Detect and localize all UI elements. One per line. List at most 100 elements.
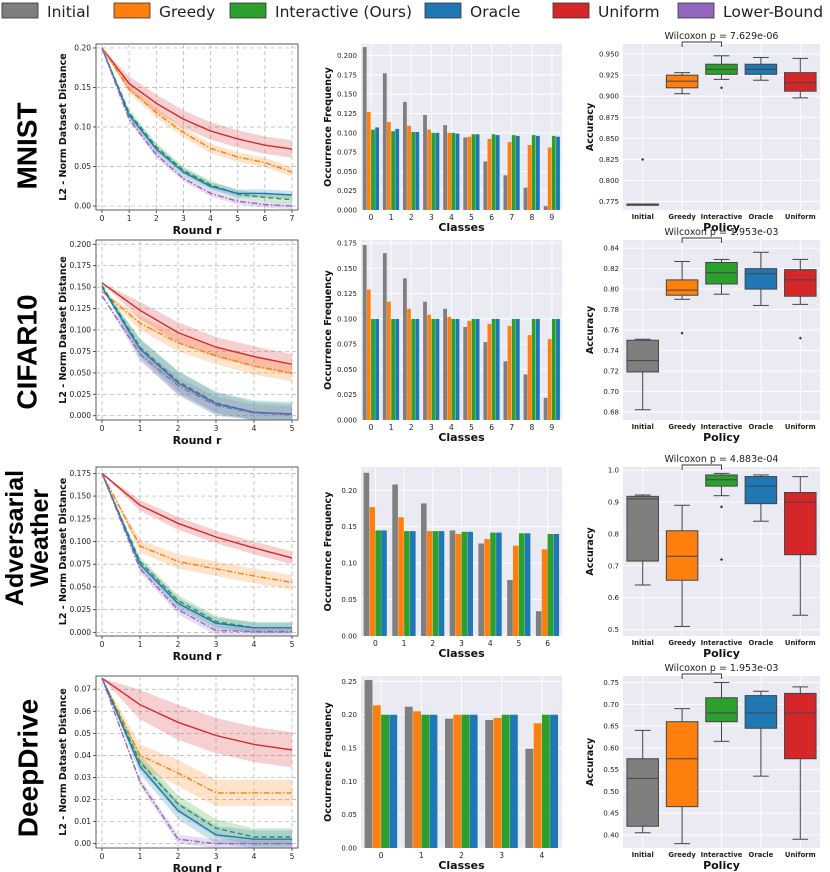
bar bbox=[483, 161, 488, 210]
plot-area bbox=[361, 467, 562, 636]
confidence-band bbox=[102, 678, 292, 846]
box-interactive: Interactive bbox=[701, 55, 743, 221]
y-axis-label: Occurrence Frequency bbox=[323, 701, 334, 821]
y-tick-label: 0.05 bbox=[74, 729, 91, 738]
legend-entry-greedy: Greedy bbox=[113, 2, 215, 21]
x-tick-label: Initial bbox=[632, 851, 654, 859]
bar bbox=[503, 361, 508, 420]
bar bbox=[449, 530, 456, 636]
series-line bbox=[101, 677, 292, 845]
confidence-band bbox=[102, 473, 292, 634]
plot-area bbox=[361, 240, 562, 420]
x-tick-label: 0 bbox=[373, 639, 378, 648]
bar bbox=[493, 718, 502, 848]
series-line bbox=[101, 677, 293, 751]
x-tick-label: Interactive bbox=[701, 639, 743, 647]
legend-label: Initial bbox=[47, 3, 90, 21]
bar bbox=[547, 339, 552, 420]
bar bbox=[491, 318, 496, 420]
bar bbox=[461, 714, 470, 848]
x-tick-label: 8 bbox=[529, 423, 534, 432]
box-initial: Initial bbox=[626, 338, 659, 431]
series-line bbox=[101, 286, 293, 415]
y-tick-label: 0.55 bbox=[603, 766, 619, 774]
bar bbox=[556, 318, 560, 420]
bar bbox=[447, 316, 452, 420]
y-tick-label: 0.70 bbox=[603, 701, 619, 709]
bar bbox=[491, 134, 496, 210]
x-tick-label: 3 bbox=[214, 852, 219, 861]
bar bbox=[490, 532, 496, 636]
bar bbox=[395, 128, 400, 210]
series-line bbox=[101, 285, 293, 415]
y-tick-label: 0.02 bbox=[74, 795, 91, 804]
bar bbox=[467, 320, 472, 420]
y-tick-label: 0.150 bbox=[337, 265, 357, 273]
bar bbox=[381, 530, 387, 636]
y-tick-label: 0.68 bbox=[603, 408, 619, 416]
box-body bbox=[705, 474, 738, 487]
x-tick-label: 0 bbox=[369, 213, 374, 222]
bar-series-initial bbox=[363, 472, 542, 636]
legend-label: Greedy bbox=[159, 3, 215, 21]
bar bbox=[415, 132, 420, 210]
y-tick-label: 0.70 bbox=[603, 388, 619, 396]
bar bbox=[398, 517, 404, 636]
box-initial: Initial bbox=[626, 494, 659, 647]
y-tick-label: 0.075 bbox=[70, 347, 92, 356]
bar bbox=[421, 503, 427, 636]
bar bbox=[382, 253, 387, 420]
box-body bbox=[744, 268, 778, 290]
y-tick-label: 0.150 bbox=[70, 283, 92, 292]
bar bbox=[403, 278, 407, 420]
series-uniform bbox=[101, 282, 293, 375]
y-tick-label: 0.74 bbox=[603, 347, 619, 355]
outlier bbox=[641, 157, 645, 162]
bar bbox=[435, 318, 440, 420]
y-tick-label: 0.6 bbox=[608, 594, 620, 602]
y-axis-label: L2 - Norm Dataset Distance bbox=[58, 53, 69, 200]
y-tick-label: 0.10 bbox=[74, 123, 91, 132]
x-tick-label: Uniform bbox=[785, 423, 816, 431]
bar bbox=[478, 543, 484, 636]
series-greedy bbox=[101, 47, 293, 177]
box-interactive: Interactive bbox=[701, 682, 743, 859]
outlier bbox=[720, 557, 723, 562]
plot-area bbox=[361, 676, 562, 848]
legend: Initial Greedy Interactive (Ours) Oracle Uni… bbox=[1, 2, 823, 21]
x-tick-label: 5 bbox=[469, 423, 474, 432]
y-tick-label: 0.75 bbox=[603, 679, 619, 687]
bar bbox=[487, 323, 492, 420]
series-uniform bbox=[101, 677, 293, 768]
x-tick-label: 0 bbox=[100, 214, 105, 223]
bar bbox=[391, 318, 395, 420]
y-tick-label: 0.050 bbox=[337, 366, 357, 374]
y-tick-label: 0.9 bbox=[608, 499, 619, 507]
box-body bbox=[626, 495, 659, 562]
bar bbox=[527, 145, 532, 210]
y-tick-label: 0.82 bbox=[603, 265, 619, 273]
bar bbox=[550, 714, 558, 848]
y-tick-label: 0.175 bbox=[70, 261, 92, 270]
bar bbox=[443, 125, 447, 210]
x-tick-label: 0 bbox=[100, 852, 105, 861]
bar bbox=[469, 714, 478, 848]
bar bbox=[525, 748, 534, 848]
confidence-band bbox=[102, 48, 292, 177]
bar bbox=[536, 318, 540, 420]
y-tick-label: 0.125 bbox=[70, 514, 92, 523]
series-line bbox=[101, 473, 292, 633]
box-body bbox=[784, 269, 817, 297]
significance-bracket bbox=[681, 41, 722, 47]
x-tick-label: Oracle bbox=[749, 423, 774, 431]
bar bbox=[413, 711, 421, 848]
x-tick-label: Oracle bbox=[749, 639, 774, 647]
y-tick-label: 0.45 bbox=[603, 810, 619, 818]
x-axis-label: Round r bbox=[173, 434, 222, 447]
series-line bbox=[101, 290, 293, 374]
y-tick-label: 0.00 bbox=[341, 845, 357, 853]
y-tick-label: 0.025 bbox=[70, 605, 92, 614]
series-uniform bbox=[101, 47, 293, 158]
